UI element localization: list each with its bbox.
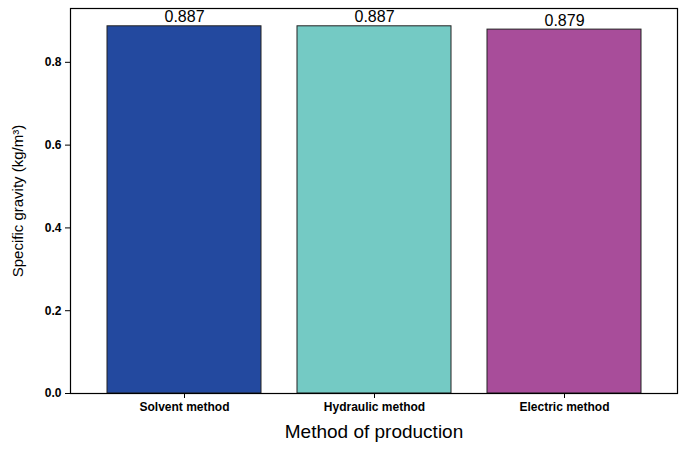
svg-text:0.0: 0.0	[45, 386, 62, 400]
svg-text:0.2: 0.2	[45, 304, 62, 318]
svg-text:Hydraulic method: Hydraulic method	[324, 400, 425, 414]
svg-text:0.6: 0.6	[45, 138, 62, 152]
svg-text:0.887: 0.887	[354, 8, 394, 25]
svg-text:0.879: 0.879	[544, 12, 584, 29]
svg-text:0.4: 0.4	[45, 221, 62, 235]
svg-text:0.887: 0.887	[164, 8, 204, 25]
svg-text:Electric method: Electric method	[519, 400, 609, 414]
svg-text:Specific gravity (kg/m³): Specific gravity (kg/m³)	[9, 125, 26, 278]
svg-text:Solvent method: Solvent method	[139, 400, 229, 414]
svg-text:Method of production: Method of production	[285, 421, 464, 442]
svg-text:0.8: 0.8	[45, 55, 62, 69]
